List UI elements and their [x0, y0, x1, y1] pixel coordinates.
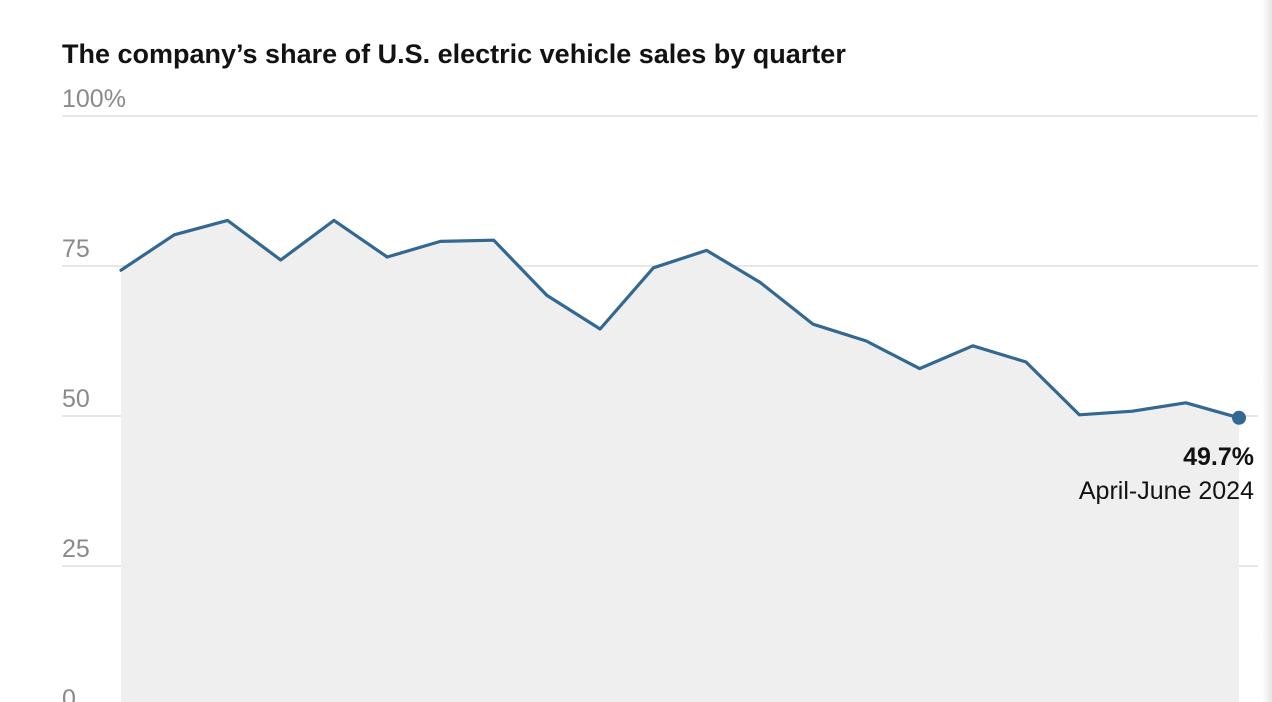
y-tick-label: 100%	[62, 85, 126, 113]
page-edge-shadow	[1262, 0, 1272, 702]
series-area	[121, 220, 1239, 702]
area-layer	[121, 220, 1239, 702]
annotation: 49.7% April-June 2024	[1079, 443, 1254, 505]
y-tick-label: 0	[62, 685, 76, 702]
y-tick-label: 75	[62, 235, 90, 263]
y-axis-ticks: 100% 75 50 25 0	[62, 85, 126, 702]
annotation-value: 49.7%	[1183, 443, 1254, 471]
y-tick-label: 25	[62, 535, 90, 563]
chart-title: The company’s share of U.S. electric veh…	[62, 39, 846, 69]
y-tick-label: 50	[62, 385, 90, 413]
end-point-marker	[1232, 410, 1246, 425]
line-layer	[119, 218, 1246, 425]
series-line	[119, 218, 1241, 420]
annotation-period: April-June 2024	[1079, 477, 1254, 505]
